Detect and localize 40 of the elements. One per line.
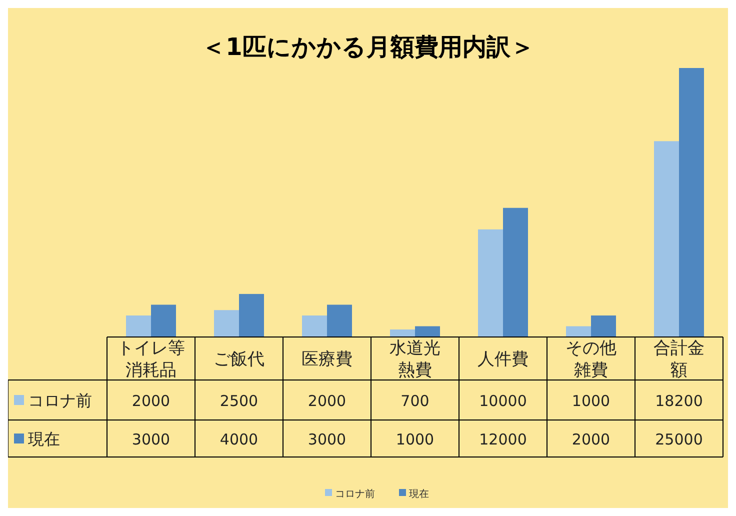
text: 現在	[409, 489, 429, 500]
data-label: 1000	[572, 392, 610, 410]
data-label: 10000	[479, 392, 527, 410]
bar	[591, 315, 616, 337]
x-tick-label: 水道光熱費	[390, 338, 440, 380]
data-label: 2000	[308, 392, 346, 410]
bar	[239, 294, 264, 337]
bar	[654, 141, 679, 337]
data-label: 2000	[132, 392, 170, 410]
data-label: 18200	[655, 392, 703, 410]
x-tick-label: 医療費	[302, 350, 352, 370]
bar	[415, 326, 440, 337]
data-label: 2500	[220, 392, 258, 410]
text: コロナ前	[335, 489, 375, 500]
x-tick-label: トイレ等消耗品	[117, 338, 185, 380]
bar	[126, 315, 151, 337]
legend-label: コロナ前	[28, 391, 92, 410]
x-tick-label: ご飯代	[214, 350, 264, 370]
data-label: 1000	[396, 430, 434, 448]
x-tick-label: その他雑費	[566, 338, 616, 380]
data-label: 700	[400, 392, 430, 410]
data-label: 3000	[308, 430, 346, 448]
bar	[151, 304, 176, 337]
bar	[327, 304, 352, 337]
data-label: 12000	[479, 430, 527, 448]
x-tick-label: 合計金額	[654, 338, 704, 380]
bar	[302, 315, 327, 337]
bar	[214, 310, 239, 337]
data-label: 3000	[132, 430, 170, 448]
bar	[478, 229, 503, 337]
data-label: 25000	[655, 430, 703, 448]
chart-title: ＜1匹にかかる月額費用内訳＞	[202, 33, 534, 61]
x-tick-label: 人件費	[478, 350, 528, 370]
bar	[679, 68, 704, 337]
bar	[503, 208, 528, 337]
bar	[390, 329, 415, 337]
legend-label: 現在	[28, 430, 60, 448]
data-label: 2000	[572, 430, 610, 448]
data-label: 4000	[220, 430, 258, 448]
bar	[566, 326, 591, 337]
